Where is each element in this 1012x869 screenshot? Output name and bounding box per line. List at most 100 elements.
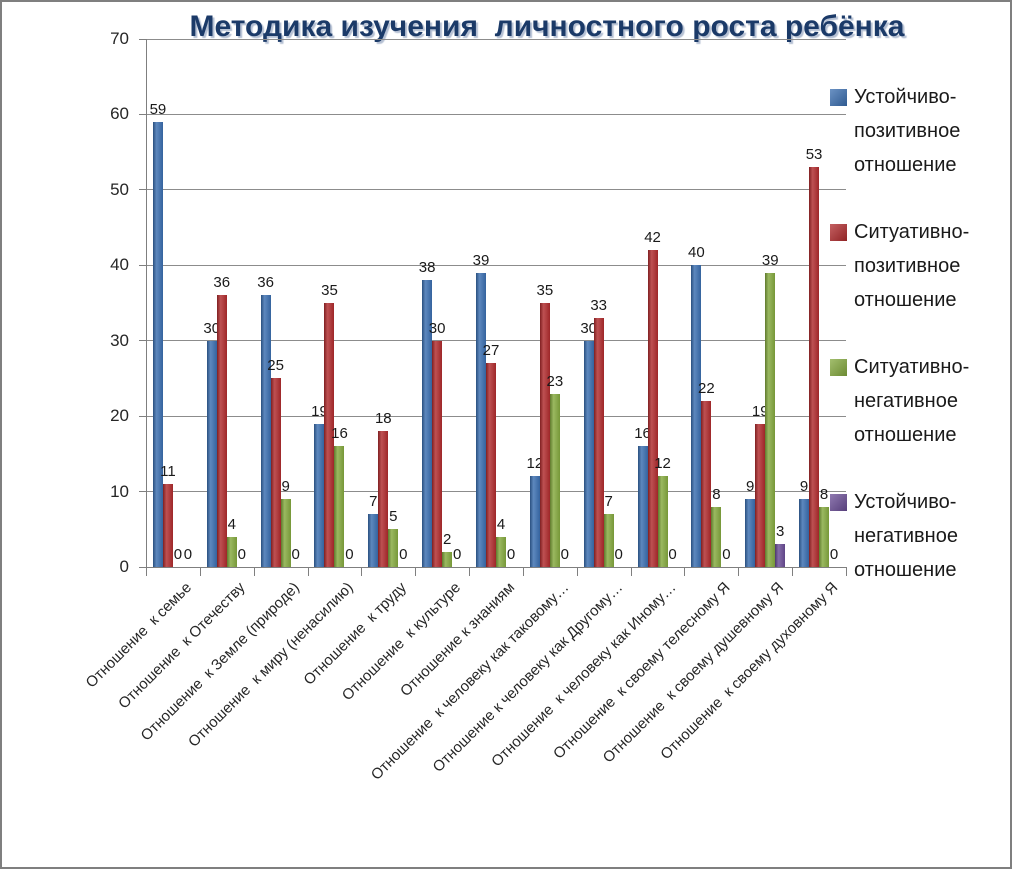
bar-value-label: 7 — [369, 493, 378, 511]
x-axis-tick — [576, 568, 578, 576]
x-axis-tick — [738, 568, 740, 576]
gridline — [146, 491, 846, 493]
bar — [378, 431, 389, 567]
bar — [368, 514, 379, 567]
legend-item: Ситуативно-негативное отношение — [830, 350, 1010, 452]
gridline — [146, 189, 846, 191]
bar-value-label: 30 — [428, 319, 446, 337]
bar — [432, 340, 443, 567]
y-axis-tick — [139, 566, 146, 568]
bar-value-label: 0 — [291, 546, 300, 563]
chart-title: Методика изучения личностного роста ребё… — [189, 10, 905, 43]
y-axis-line — [146, 39, 147, 567]
y-axis-label: 10 — [110, 481, 129, 501]
bar-value-label: 9 — [799, 478, 809, 496]
bar-value-label: 35 — [321, 282, 338, 299]
bar — [755, 423, 766, 567]
bar-value-label: 36 — [257, 274, 274, 292]
legend-swatch — [830, 89, 847, 106]
bar — [765, 272, 776, 567]
y-axis-tick — [139, 113, 146, 115]
bar — [324, 303, 335, 567]
y-axis-tick — [139, 38, 146, 40]
bar — [691, 265, 702, 567]
x-axis-tick — [415, 568, 417, 576]
bar — [809, 167, 820, 567]
bar-value-label: 4 — [227, 515, 236, 533]
bar — [711, 506, 722, 567]
bar — [476, 272, 486, 567]
bar — [775, 544, 786, 567]
bar — [280, 499, 291, 567]
category-label: Отношение к человеку как Другому… — [429, 579, 626, 776]
bar — [637, 446, 648, 567]
bar — [593, 318, 604, 567]
category-label: Отношение к семье — [82, 579, 195, 692]
y-axis-label: 20 — [110, 406, 129, 426]
x-axis-tick — [792, 568, 794, 576]
bar-value-label: 0 — [506, 546, 516, 563]
x-axis-tick — [684, 568, 686, 576]
bar — [486, 363, 496, 567]
bar — [152, 121, 163, 567]
gridline — [146, 113, 846, 115]
bar-value-label: 12 — [526, 455, 544, 473]
bar — [496, 536, 506, 567]
x-axis-tick — [469, 568, 471, 576]
bar-value-label: 0 — [399, 546, 408, 563]
x-axis-tick — [361, 568, 363, 576]
y-axis-label: 30 — [110, 330, 129, 350]
bar-value-label: 19 — [751, 402, 769, 420]
x-axis-tick — [146, 568, 147, 576]
bar-value-label: 35 — [536, 282, 554, 299]
bar — [657, 476, 668, 567]
bar — [226, 536, 237, 567]
legend-label: Устойчиво-негативное отношение — [854, 491, 958, 581]
bar-value-label: 22 — [698, 380, 715, 398]
bar — [529, 476, 540, 567]
bar — [206, 340, 217, 567]
bar-value-label: 0 — [237, 546, 246, 563]
bar — [647, 250, 658, 567]
gridline — [146, 415, 846, 417]
y-axis-label: 60 — [110, 104, 129, 124]
bar-value-label: 2 — [442, 530, 452, 548]
bar-value-label: 0 — [452, 546, 462, 563]
legend-label: Ситуативно-позитивное отношение — [854, 221, 970, 311]
bar-value-label: 27 — [482, 342, 500, 360]
y-axis-tick — [139, 189, 146, 191]
bar-value-label: 30 — [203, 319, 221, 337]
bar-value-label: 42 — [644, 229, 661, 247]
bar-value-label: 0 — [829, 546, 839, 563]
bar-value-label: 19 — [311, 402, 328, 420]
bar — [334, 446, 345, 567]
bar-value-label: 9 — [746, 478, 755, 496]
bar-value-label: 33 — [590, 297, 608, 315]
bar-value-label: 8 — [819, 485, 829, 503]
bar-value-label: 16 — [331, 425, 348, 443]
gridline — [146, 38, 846, 40]
bar — [799, 499, 810, 567]
bar-value-label: 3 — [776, 523, 785, 541]
bar-value-label: 40 — [688, 244, 705, 262]
bar — [549, 393, 560, 567]
bar — [442, 551, 453, 567]
bar — [819, 506, 830, 567]
x-axis-tick — [307, 568, 309, 576]
bar-value-label: 18 — [374, 410, 392, 428]
bar — [270, 378, 281, 567]
bar — [162, 484, 173, 567]
x-axis-tick — [846, 568, 847, 576]
y-axis-label: 40 — [110, 255, 129, 275]
bar — [314, 423, 325, 567]
gridline — [146, 264, 846, 266]
bar-value-label: 16 — [634, 425, 651, 443]
bar-value-label: 0 — [560, 546, 570, 563]
y-axis-label: 0 — [119, 557, 129, 576]
bar — [603, 514, 614, 567]
legend-label: Устойчиво-позитивное отношение — [854, 86, 961, 176]
legend-item: Устойчиво-негативное отношение — [830, 485, 1010, 587]
bar — [216, 295, 227, 567]
bar-value-label: 0 — [722, 546, 731, 563]
bar-value-label: 0 — [668, 546, 677, 563]
